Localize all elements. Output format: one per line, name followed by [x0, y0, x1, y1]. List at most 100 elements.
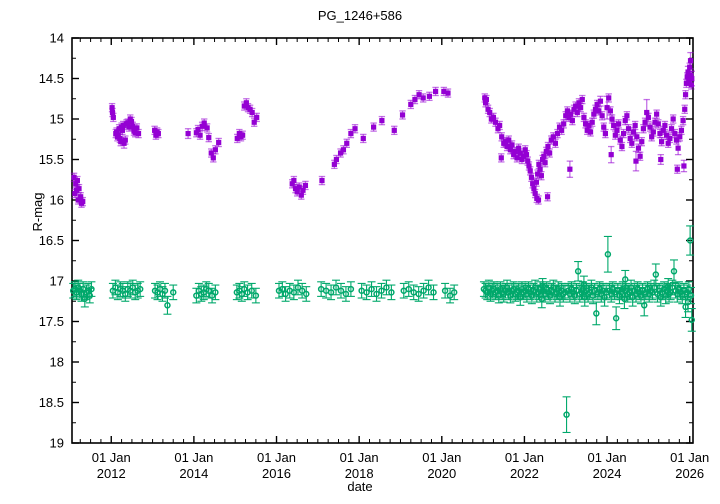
data-point — [76, 186, 82, 192]
data-point — [654, 111, 660, 117]
data-point — [587, 129, 594, 135]
data-point — [541, 153, 547, 159]
data-point — [210, 155, 216, 161]
data-point — [391, 127, 397, 133]
data-point — [667, 135, 673, 142]
data-point — [441, 88, 447, 95]
data-point — [619, 143, 625, 150]
data-point — [604, 105, 610, 111]
data-point — [675, 145, 681, 151]
data-point — [502, 139, 509, 145]
data-point — [164, 302, 171, 309]
data-point — [368, 285, 375, 293]
data-point — [545, 143, 551, 150]
data-point — [197, 132, 203, 138]
data-point — [206, 135, 212, 141]
data-point — [688, 316, 696, 324]
data-point — [642, 119, 648, 125]
data-point — [319, 177, 325, 184]
data-point — [680, 118, 686, 124]
data-point — [212, 289, 219, 296]
data-point — [331, 161, 337, 167]
data-point — [360, 135, 366, 142]
data-point — [294, 284, 302, 291]
data-point — [450, 289, 458, 296]
data-point — [685, 69, 691, 75]
data-point — [658, 156, 664, 163]
data-point — [554, 130, 561, 137]
data-point — [578, 105, 584, 111]
data-point — [110, 114, 116, 120]
data-point — [627, 284, 635, 291]
data-point — [677, 134, 683, 140]
y-tick-label: 16 — [50, 193, 64, 208]
data-point — [383, 284, 390, 291]
x-tick-label-month: 01 Jan — [588, 450, 627, 465]
data-point — [426, 93, 432, 99]
x-tick-label-year: 2012 — [97, 466, 126, 481]
data-point — [432, 88, 439, 95]
x-axis-label: date — [347, 479, 373, 494]
data-point — [120, 122, 126, 129]
data-point — [548, 137, 554, 143]
data-point — [492, 119, 499, 125]
data-point — [506, 137, 512, 143]
data-point — [540, 156, 546, 163]
x-tick-label-month: 01 Jan — [174, 450, 213, 465]
data-point — [672, 130, 678, 137]
data-point — [538, 173, 544, 179]
y-tick-label: 15 — [50, 112, 64, 127]
data-point — [634, 134, 640, 140]
x-tick-label-month: 01 Jan — [670, 450, 709, 465]
data-point — [303, 290, 310, 298]
data-point — [627, 135, 633, 142]
data-point — [629, 293, 636, 301]
data-point — [539, 282, 546, 290]
data-point — [416, 92, 422, 98]
data-point — [674, 166, 680, 172]
data-point — [507, 147, 513, 153]
y-tick-label: 17 — [50, 274, 64, 289]
y-tick-label: 14.5 — [39, 71, 64, 86]
data-point — [621, 276, 629, 283]
y-tick-label: 14 — [50, 31, 64, 46]
data-point — [75, 197, 81, 203]
data-point — [74, 177, 80, 184]
data-point — [673, 137, 680, 143]
data-point — [594, 101, 600, 108]
x-tick-label-month: 01 Jan — [422, 450, 461, 465]
data-point — [592, 106, 599, 112]
data-point — [612, 315, 620, 322]
data-point — [522, 147, 528, 153]
data-point — [487, 109, 493, 116]
data-point — [300, 187, 306, 193]
data-point — [352, 126, 358, 132]
data-point — [114, 129, 120, 135]
data-point — [388, 289, 395, 296]
data-point — [584, 127, 590, 133]
data-point — [625, 126, 632, 132]
data-point — [652, 119, 658, 125]
data-point — [644, 109, 650, 116]
data-point — [289, 181, 295, 187]
data-point — [532, 190, 538, 197]
data-point — [71, 174, 77, 180]
data-point — [530, 181, 536, 187]
data-point — [72, 190, 78, 197]
data-point — [684, 298, 692, 306]
data-point — [109, 105, 115, 111]
data-point — [649, 134, 655, 140]
data-point — [118, 139, 124, 145]
data-point — [121, 140, 127, 146]
y-tick-label: 19 — [50, 436, 64, 451]
x-tick-label-year: 2020 — [427, 466, 456, 481]
data-point — [621, 295, 628, 303]
data-point — [609, 116, 615, 122]
data-point — [580, 280, 588, 288]
data-point — [420, 95, 426, 101]
data-point — [586, 122, 592, 129]
data-point — [542, 160, 548, 166]
data-point — [425, 284, 432, 291]
